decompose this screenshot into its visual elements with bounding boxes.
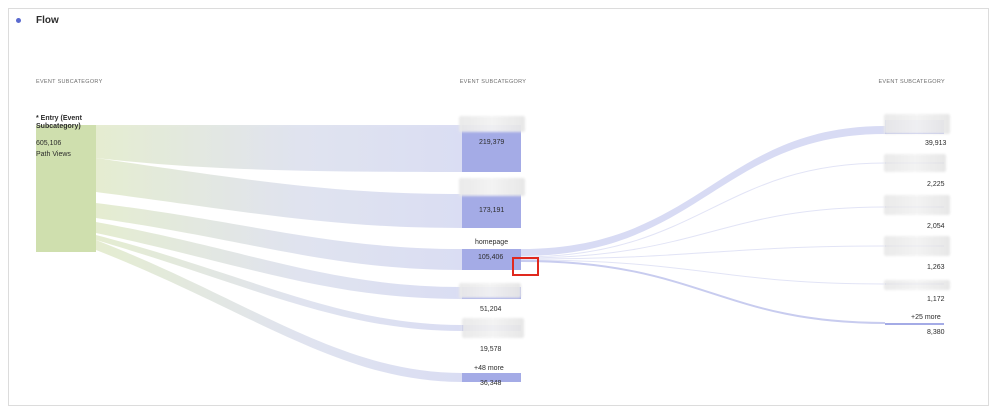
entry-node-sublabel: Path Views <box>36 151 71 158</box>
middle-node-4-value: 51,204 <box>480 306 502 313</box>
redacted-label <box>459 283 521 298</box>
redacted-label <box>459 178 525 196</box>
column-header-left: EVENT SUBCATEGORY <box>36 79 103 85</box>
right-node-6-label: +25 more <box>911 314 941 321</box>
right-node-6[interactable] <box>885 323 944 325</box>
link-entry-to-node-2[interactable] <box>96 158 462 228</box>
column-header-right: EVENT SUBCATEGORY <box>878 79 945 85</box>
middle-node-2[interactable] <box>462 194 521 228</box>
entry-node-label: * Entry (Event Subcategory) <box>36 115 82 130</box>
link-homepage-to-right-5[interactable] <box>520 259 886 285</box>
middle-node-6-label: +48 more <box>474 365 504 372</box>
link-entry-to-node-1[interactable] <box>96 125 462 172</box>
right-node-3-value: 2,054 <box>927 223 945 230</box>
link-homepage-to-right-6[interactable] <box>520 260 886 324</box>
redacted-label <box>462 318 524 338</box>
middle-node-3-value: 105,406 <box>478 254 504 261</box>
entry-node-value: 605,106 <box>36 140 62 147</box>
right-node-6-value: 8,380 <box>927 329 945 336</box>
redacted-label <box>884 114 950 134</box>
panel-title: Flow <box>36 15 59 26</box>
link-entry-to-node-4[interactable] <box>96 222 462 299</box>
middle-node-3[interactable] <box>462 249 521 270</box>
link-homepage-to-right-3[interactable] <box>520 206 886 259</box>
middle-node-1[interactable] <box>462 125 521 172</box>
redacted-label <box>884 236 950 256</box>
link-entry-to-node-3[interactable] <box>96 203 462 270</box>
highlight-box <box>512 257 539 276</box>
column-header-middle: EVENT SUBCATEGORY <box>459 79 527 85</box>
redacted-label <box>884 280 950 290</box>
right-node-4-value: 1,263 <box>927 264 945 271</box>
redacted-label <box>884 154 946 172</box>
link-homepage-to-right-1[interactable] <box>521 126 885 256</box>
middle-node-6[interactable] <box>462 373 521 382</box>
middle-node-5-value: 19,578 <box>480 346 502 353</box>
middle-node-2-value: 173,191 <box>479 207 505 214</box>
panel-indicator-dot <box>16 18 21 23</box>
middle-node-6-value: 36,348 <box>480 380 502 387</box>
right-node-5-value: 1,172 <box>927 296 945 303</box>
redacted-label <box>459 116 525 132</box>
link-homepage-to-right-2[interactable] <box>520 162 886 258</box>
middle-node-1-value: 219,379 <box>479 139 505 146</box>
link-homepage-to-right-4[interactable] <box>520 245 886 260</box>
right-node-1-value: 39,913 <box>925 140 947 147</box>
entry-node[interactable] <box>36 125 96 252</box>
right-node-2-value: 2,225 <box>927 181 945 188</box>
redacted-label <box>884 195 950 215</box>
middle-node-3-label: homepage <box>475 239 509 246</box>
